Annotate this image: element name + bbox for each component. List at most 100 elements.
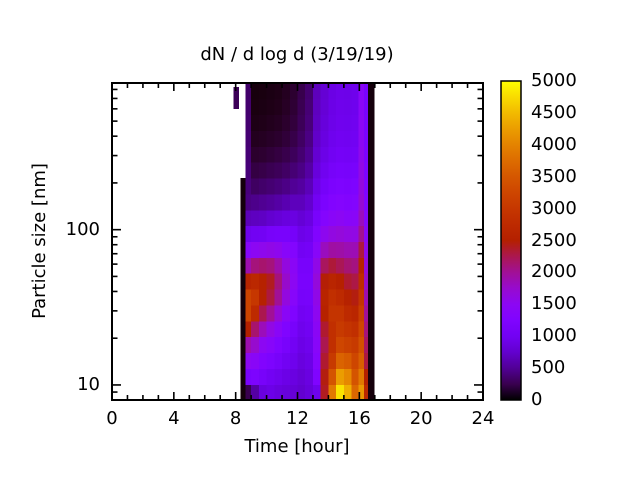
heatmap-cell: [351, 225, 360, 243]
heatmap-cell: [343, 162, 353, 179]
heatmap-cell: [289, 384, 298, 401]
heatmap-cell: [297, 114, 306, 132]
heatmap-cell: [328, 178, 337, 195]
heatmap-cell: [312, 257, 322, 274]
heatmap-cell: [240, 352, 246, 369]
heatmap-cell: [282, 384, 291, 401]
x-tick-label: 4: [168, 408, 180, 429]
heatmap-cell: [305, 288, 314, 306]
heatmap-cell: [343, 193, 353, 211]
heatmap-cell: [336, 130, 345, 147]
heatmap-cell: [320, 384, 329, 401]
heatmap-cell: [282, 257, 291, 274]
heatmap-cell: [258, 98, 268, 116]
heatmap-cell: [266, 146, 275, 163]
colorbar-tick-label: 2500: [531, 229, 577, 251]
heatmap-cell: [328, 320, 337, 338]
heatmap-cell: [305, 130, 314, 147]
heatmap-cell: [320, 257, 329, 274]
heatmap-cell: [343, 304, 353, 322]
heatmap-cell: [297, 304, 306, 322]
heatmap-cell: [274, 209, 283, 227]
y-axis-label: Particle size [nm]: [29, 163, 50, 319]
heatmap-cell: [305, 257, 314, 274]
heatmap-cell: [305, 209, 314, 227]
heatmap-cell: [274, 368, 283, 385]
heatmap-cell: [328, 209, 337, 227]
heatmap-cell: [320, 225, 329, 243]
heatmap-cell: [358, 162, 365, 179]
heatmap-cell: [351, 162, 360, 179]
heatmap-cell: [240, 273, 246, 290]
heatmap-cell: [312, 162, 322, 179]
heatmap-cell: [266, 320, 275, 338]
heatmap-cell: [305, 304, 314, 322]
heatmap-cell: [289, 304, 298, 322]
heatmap-cell: [351, 257, 360, 274]
heatmap-cell: [258, 178, 268, 195]
heatmap-cell: [251, 288, 260, 306]
heatmap-cell: [251, 83, 260, 100]
y-tick-label: 100: [65, 218, 100, 240]
heatmap-cell: [274, 288, 283, 306]
heatmap-cell: [305, 336, 314, 353]
heatmap-cell: [240, 241, 246, 258]
heatmap-cell: [245, 352, 252, 369]
heatmap-cell: [343, 288, 353, 306]
heatmap-cell: [305, 83, 314, 100]
heatmap-cell: [258, 304, 268, 322]
x-tick-label: 8: [229, 408, 242, 429]
heatmap-cell: [328, 336, 337, 353]
heatmap-cell: [358, 368, 365, 385]
x-tick-label: 16: [347, 408, 371, 429]
heatmap-cell: [343, 241, 353, 258]
heatmap-cell: [363, 98, 369, 116]
heatmap-cell: [297, 193, 306, 211]
heatmap-cell: [289, 320, 298, 338]
heatmap-cell: [367, 209, 375, 227]
heatmap-cell: [363, 320, 369, 338]
heatmap-cell: [312, 209, 322, 227]
heatmap-cell: [258, 146, 268, 163]
heatmap-cell: [282, 193, 291, 211]
heatmap-cell: [367, 288, 375, 306]
heatmap-cell: [320, 162, 329, 179]
heatmap-cell: [266, 83, 275, 100]
heatmap-cell: [336, 273, 345, 290]
heatmap-cell: [258, 193, 268, 211]
heatmap-cell: [289, 130, 298, 147]
heatmap-cell: [320, 130, 329, 147]
heatmap-cell: [245, 193, 252, 211]
heatmap-cell: [251, 114, 260, 132]
heatmap-cell: [312, 336, 322, 353]
colorbar-border: [500, 80, 522, 401]
heatmap-cell: [367, 336, 375, 353]
heatmap-cell: [363, 257, 369, 274]
heatmap-cell: [312, 146, 322, 163]
heatmap-cell: [258, 336, 268, 353]
heatmap-cell: [251, 146, 260, 163]
heatmap-cell: [367, 98, 375, 116]
chart-title: dN / d log d (3/19/19): [200, 44, 394, 65]
heatmap-cell: [245, 83, 252, 100]
heatmap-cell: [358, 257, 365, 274]
heatmap-cell: [282, 352, 291, 369]
heatmap-cell: [343, 146, 353, 163]
heatmap-cell: [240, 336, 246, 353]
heatmap-cell: [297, 178, 306, 195]
heatmap-cell: [266, 304, 275, 322]
heatmap-cell: [343, 320, 353, 338]
heatmap-cell: [343, 273, 353, 290]
heatmap-cell: [258, 320, 268, 338]
x-axis-label: Time [hour]: [244, 436, 350, 457]
heatmap-cell: [245, 304, 252, 322]
heatmap-cell: [282, 320, 291, 338]
heatmap-cell: [358, 273, 365, 290]
heatmap-cell: [367, 320, 375, 338]
heatmap-cell: [367, 83, 375, 100]
heatmap-cell: [328, 146, 337, 163]
heatmap-cell: [320, 320, 329, 338]
heatmap-cell: [343, 368, 353, 385]
heatmap-cell: [245, 257, 252, 274]
